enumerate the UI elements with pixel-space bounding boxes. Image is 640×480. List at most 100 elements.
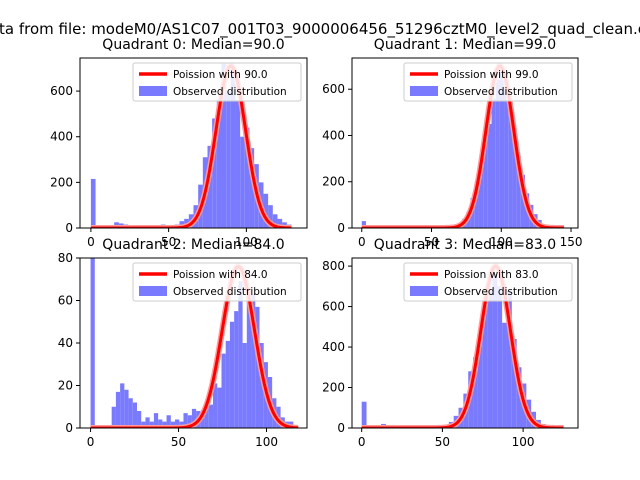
subplot-title: Quadrant 2: Median=84.0 [102, 237, 284, 253]
x-tick-label: 100 [490, 235, 513, 249]
histogram-bar [361, 221, 366, 228]
legend-box [403, 262, 573, 302]
histogram-bar [170, 421, 176, 428]
subplot-title: Quadrant 3: Median=83.0 [374, 237, 556, 253]
x-tick-label: 0 [358, 435, 366, 449]
legend-fit-label: Poission with 90.0 [173, 69, 268, 81]
histogram-bar [506, 290, 512, 428]
histogram-bar [495, 79, 500, 228]
histogram-bar [502, 322, 507, 428]
histogram-bar [141, 421, 146, 428]
histogram-bar [187, 415, 192, 428]
histogram-bar [234, 311, 239, 428]
histogram-bar [207, 145, 213, 228]
histogram-bar [474, 181, 479, 228]
histogram-bar [483, 140, 488, 228]
y-tick-label: 0 [65, 421, 73, 435]
histogram-bar [120, 383, 125, 428]
histogram-bar [487, 290, 493, 428]
y-tick-label: 60 [58, 294, 73, 308]
legend: Poission with 84.0 Observed distribution [132, 262, 302, 302]
histogram-bar [249, 148, 255, 228]
histogram-bar [497, 286, 503, 428]
histogram-bar [175, 419, 180, 428]
histogram-bar [191, 408, 197, 428]
histogram-bar [491, 98, 496, 228]
axes-frame [351, 257, 579, 429]
histogram-bar [137, 411, 142, 428]
fit-curve [90, 64, 293, 228]
y-tick-label: 0 [65, 221, 73, 235]
x-tick-label: 50 [435, 435, 450, 449]
histogram-bar [238, 281, 243, 428]
x-tick-label: 150 [560, 235, 583, 249]
legend-fit-label: Poission with 99.0 [444, 69, 539, 81]
y-tick-label: 40 [58, 336, 73, 350]
legend-hist-label: Observed distribution [444, 286, 558, 298]
histogram-bar [145, 417, 150, 428]
y-tick-label: 200 [322, 175, 345, 189]
y-tick-label: 400 [322, 128, 345, 142]
histogram-bar [235, 100, 241, 228]
histogram-bar [242, 343, 247, 428]
legend-fit-label: Poission with 84.0 [173, 269, 268, 281]
histogram-bar [244, 127, 250, 228]
histogram-bar [229, 321, 235, 428]
histogram-bar [516, 367, 522, 428]
histogram-bar [166, 415, 171, 428]
y-tick-label: 0 [337, 421, 345, 435]
y-tick-label: 400 [322, 340, 345, 354]
x-tick-label: 100 [512, 435, 535, 449]
y-tick-label: 200 [50, 175, 73, 189]
x-tick-label: 100 [235, 235, 258, 249]
legend-hist-swatch [139, 86, 167, 96]
subplot-quadrant-1: 0 50 100 150 0 200 400 600 Poission with 99.0 Obs… [322, 37, 582, 249]
histogram-bar [221, 353, 226, 428]
histogram-bar [162, 421, 167, 428]
legend-hist-label: Observed distribution [444, 86, 558, 98]
histogram-bar [200, 417, 205, 428]
y-tick-label: 20 [58, 379, 73, 393]
histogram-bar [516, 156, 521, 228]
histogram-bar [212, 118, 217, 228]
histogram-bar [226, 91, 231, 228]
histogram-bar [213, 383, 218, 428]
legend-box [132, 62, 302, 102]
axes-frame [351, 57, 579, 229]
histogram-bar [487, 123, 492, 228]
histogram-bar [512, 130, 517, 228]
histogram-bar [216, 100, 222, 228]
histogram-bar [255, 306, 260, 428]
y-tick-label: 0 [337, 221, 345, 235]
figure-suptitle: Data from file: modeM0/AS1C07_001T03_900… [0, 20, 640, 39]
histogram-bar [268, 205, 273, 228]
legend-hist-swatch [139, 286, 167, 296]
histogram-bar [246, 289, 252, 428]
histogram-bar [259, 343, 264, 428]
y-tick-label: 600 [322, 82, 345, 96]
subplot-quadrant-3: 0 50 100 0 200 400 600 800 Poission with 83.0 Obs… [322, 237, 579, 449]
histogram-bar [477, 332, 483, 428]
histogram-bar [520, 174, 525, 228]
histogram-bar [149, 421, 154, 428]
histogram-bar [208, 404, 214, 428]
y-tick-label: 600 [322, 300, 345, 314]
x-tick-label: 50 [161, 235, 176, 249]
histogram-bar [153, 413, 159, 428]
legend-hist-swatch [410, 286, 438, 296]
subplot-quadrant-2: 0 50 100 0 20 40 60 80 Poission with 84.0 Observe… [58, 237, 308, 449]
fit-curve [89, 265, 299, 428]
histogram-bar [492, 274, 498, 428]
y-tick-label: 80 [58, 251, 73, 265]
x-tick-label: 50 [171, 435, 186, 449]
histogram-bar [473, 357, 478, 428]
histogram-bar [124, 389, 129, 428]
histogram-bar [90, 178, 96, 228]
histogram-bar [478, 160, 484, 228]
legend: Poission with 83.0 Observed distribution [403, 262, 573, 302]
histogram-bar [508, 98, 513, 228]
histogram-bar [499, 66, 505, 228]
histogram-bar [128, 398, 133, 428]
x-tick-label: 0 [358, 235, 366, 249]
